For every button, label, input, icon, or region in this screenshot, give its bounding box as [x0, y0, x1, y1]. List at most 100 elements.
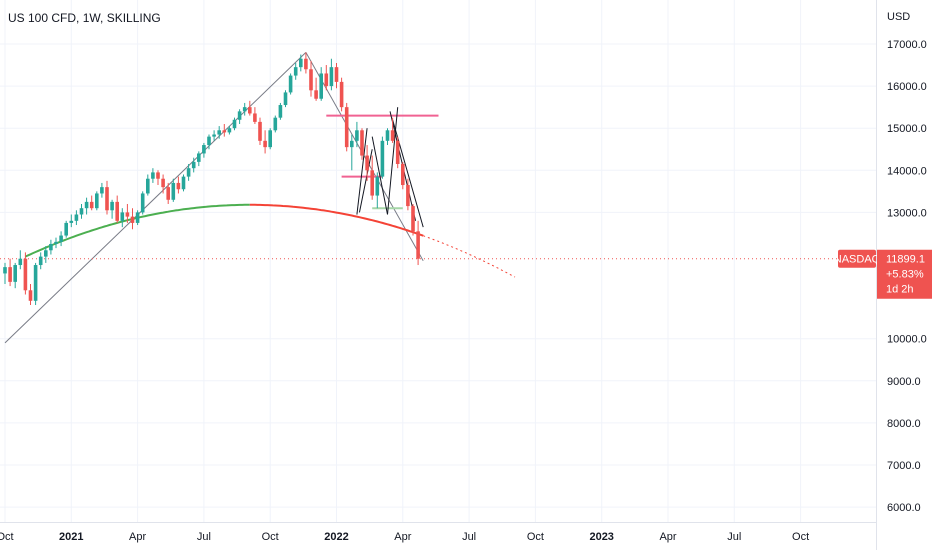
- candle: [227, 126, 232, 135]
- chart-title: US 100 CFD, 1W, SKILLING: [8, 11, 161, 25]
- x-tick-label: 2023: [589, 531, 613, 543]
- y-axis: 17000.0 16000.0 15000.0 14000.0 13000.0 10000…: [887, 39, 927, 514]
- x-axis: Oct 2021 Apr Jul Oct 2022 Apr Jul Oct 2023 Apr Jul O…: [0, 531, 809, 543]
- candle: [401, 161, 405, 190]
- candle-body: [8, 267, 12, 282]
- candle-body: [79, 208, 84, 215]
- candle-body: [110, 201, 114, 211]
- candle: [202, 142, 206, 158]
- candle: [248, 100, 252, 116]
- candle-body: [299, 58, 303, 68]
- candle-body: [212, 134, 216, 137]
- candle: [38, 252, 43, 270]
- candle-body: [3, 267, 7, 274]
- candle: [95, 191, 99, 211]
- arc-red-projection: [423, 235, 516, 278]
- candle: [151, 168, 155, 183]
- candle: [49, 239, 53, 255]
- candle: [283, 90, 288, 108]
- candle: [130, 208, 135, 230]
- price-badge-countdown: 1d 2h: [886, 284, 914, 296]
- candle-body: [237, 111, 242, 120]
- candle-body: [44, 250, 48, 257]
- candle: [105, 180, 109, 215]
- candle: [8, 258, 12, 287]
- y-tick-label: 10000.0: [887, 334, 927, 346]
- candle-body: [380, 140, 385, 177]
- candle-body: [191, 161, 196, 169]
- y-tick-label: 9000.0: [887, 376, 921, 388]
- candle-body: [135, 212, 140, 223]
- candle: [186, 163, 191, 181]
- candle: [79, 203, 84, 219]
- candle: [385, 128, 390, 146]
- candle-body: [395, 140, 400, 164]
- candle-body: [202, 145, 206, 154]
- candle: [161, 174, 165, 194]
- candle-body: [242, 107, 247, 112]
- candle: [166, 182, 170, 204]
- candle-body: [105, 187, 109, 211]
- candle: [222, 123, 227, 137]
- candle-body: [339, 81, 344, 108]
- candle-body: [151, 172, 155, 179]
- candle: [390, 117, 395, 143]
- candle-body: [49, 243, 53, 251]
- y-tick-label: 16000.0: [887, 81, 927, 93]
- candle: [44, 246, 48, 263]
- candle: [207, 134, 211, 150]
- candle-body: [344, 107, 349, 148]
- x-tick-label: Apr: [394, 531, 411, 543]
- candle: [59, 231, 63, 247]
- x-tick-label: Apr: [129, 531, 146, 543]
- candle-body: [314, 90, 318, 99]
- y-tick-label: 7000.0: [887, 460, 921, 472]
- candle: [100, 182, 104, 198]
- candles: [3, 52, 420, 306]
- candle: [360, 128, 364, 160]
- candle: [344, 102, 349, 152]
- candle-body: [319, 73, 323, 99]
- candle: [115, 195, 119, 223]
- candle-body: [176, 182, 181, 190]
- candle-body: [23, 258, 28, 291]
- candle: [237, 109, 242, 124]
- candle-body: [166, 187, 170, 200]
- candle: [171, 178, 176, 202]
- candle: [140, 191, 145, 215]
- candle: [217, 126, 221, 139]
- candle: [28, 283, 33, 306]
- candle: [18, 250, 23, 270]
- price-badges: NASDAQ 11899.1 +5.83% 1d 2h: [834, 249, 932, 299]
- candle: [54, 237, 58, 249]
- trendline-down: [305, 52, 424, 262]
- candle-body: [100, 187, 104, 194]
- candle: [329, 58, 334, 91]
- candle: [13, 262, 17, 289]
- candle: [365, 145, 369, 181]
- arc-red: [249, 203, 424, 237]
- symbol-badge-label: NASDAQ: [834, 254, 881, 266]
- y-tick-label: 14000.0: [887, 165, 927, 177]
- candle-body: [38, 256, 43, 266]
- candle-body: [84, 201, 89, 209]
- candle: [273, 115, 278, 133]
- drawn-line: [392, 119, 424, 228]
- candle-body: [253, 113, 257, 122]
- candle: [299, 54, 303, 72]
- candle-body: [28, 290, 33, 301]
- candle-body: [273, 117, 278, 131]
- candle-body: [197, 153, 201, 162]
- candle: [212, 130, 216, 141]
- candle-body: [161, 178, 165, 188]
- x-tick-label: Oct: [0, 531, 14, 543]
- candle-body: [217, 130, 221, 135]
- y-tick-label: 17000.0: [887, 39, 927, 51]
- candle: [156, 170, 160, 186]
- candle: [258, 117, 262, 146]
- y-tick-label: 13000.0: [887, 207, 927, 219]
- candle-body: [95, 193, 99, 209]
- drawn-line: [387, 107, 399, 215]
- x-tick-label: Oct: [527, 531, 544, 543]
- candle: [135, 210, 140, 226]
